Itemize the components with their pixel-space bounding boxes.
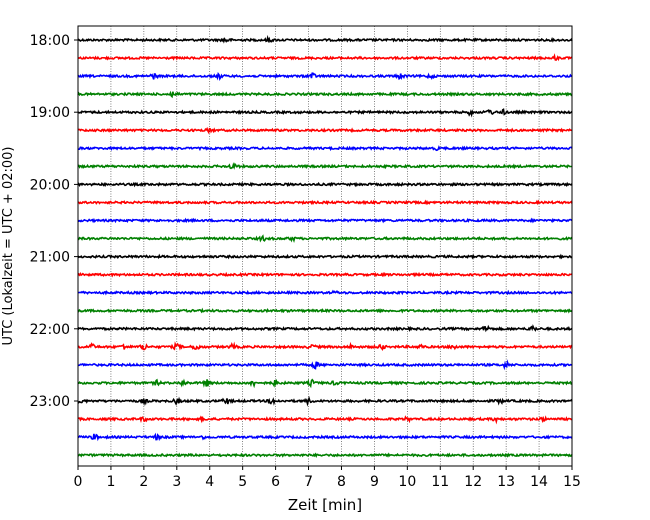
y-tick-label: 22:00	[30, 322, 70, 338]
seismogram-trace	[77, 90, 573, 99]
x-tick-label: 2	[139, 474, 148, 490]
plot-background	[78, 26, 572, 466]
seismogram-trace	[77, 145, 573, 152]
seismogram-trace	[77, 234, 573, 243]
y-axis: 18:00 19:00 20:00 21:00 22:00 23:00	[30, 33, 78, 410]
seismogram-trace	[77, 181, 573, 188]
seismogram-trace	[77, 395, 573, 407]
traces	[77, 34, 573, 459]
x-tick-label: 5	[238, 474, 247, 490]
seismogram-trace	[77, 108, 573, 118]
seismogram-trace	[77, 378, 573, 389]
x-tick-label: 11	[431, 474, 449, 490]
y-tick-label: 21:00	[30, 250, 70, 266]
x-tick-label: 15	[563, 474, 581, 490]
y-axis-label: UTC (Lokalzeit = UTC + 02:00)	[1, 147, 16, 346]
seismogram-trace	[77, 34, 573, 44]
seismogram-trace	[77, 324, 573, 333]
plot-frame	[77, 25, 573, 467]
x-tick-label: 1	[106, 474, 115, 490]
seismogram-trace	[77, 217, 573, 224]
seismogram-trace	[77, 452, 573, 459]
x-axis-label: Zeit [min]	[288, 496, 362, 514]
x-tick-label: 0	[74, 474, 83, 490]
y-tick-label: 23:00	[30, 394, 70, 410]
x-tick-label: 14	[530, 474, 548, 490]
x-tick-label: 8	[337, 474, 346, 490]
seismogram-trace	[77, 199, 573, 206]
seismogram-trace	[77, 432, 573, 442]
y-tick-label: 19:00	[30, 105, 70, 121]
seismogram-trace	[77, 53, 573, 62]
x-tick-label: 7	[304, 474, 313, 490]
y-tick-label: 18:00	[30, 33, 70, 49]
x-tick-label: 9	[370, 474, 379, 490]
x-tick-label: 12	[464, 474, 482, 490]
x-tick-label: 6	[271, 474, 280, 490]
seismogram-trace	[77, 359, 573, 371]
seismogram-trace	[77, 162, 573, 170]
seismogram-trace	[77, 415, 573, 425]
seismogram-trace	[77, 271, 573, 278]
seismogram-trace	[77, 307, 573, 314]
seismogram-trace	[77, 289, 573, 296]
seismogram-trace	[77, 126, 573, 135]
x-grid	[110, 26, 540, 466]
x-tick-label: 10	[398, 474, 416, 490]
seismogram-trace	[77, 71, 573, 81]
y-tick-label: 20:00	[30, 177, 70, 193]
x-tick-label: 13	[497, 474, 515, 490]
x-tick-label: 3	[172, 474, 181, 490]
seismogram-trace	[77, 253, 573, 260]
x-tick-label: 4	[205, 474, 214, 490]
x-axis: 0 1 2 3 4 5 6 7 8 9 10 11 12 13 14 15	[74, 466, 581, 490]
seismogram-trace	[77, 341, 573, 351]
